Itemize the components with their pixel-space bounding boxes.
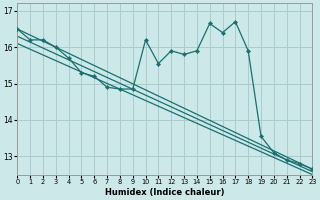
X-axis label: Humidex (Indice chaleur): Humidex (Indice chaleur) [105,188,225,197]
